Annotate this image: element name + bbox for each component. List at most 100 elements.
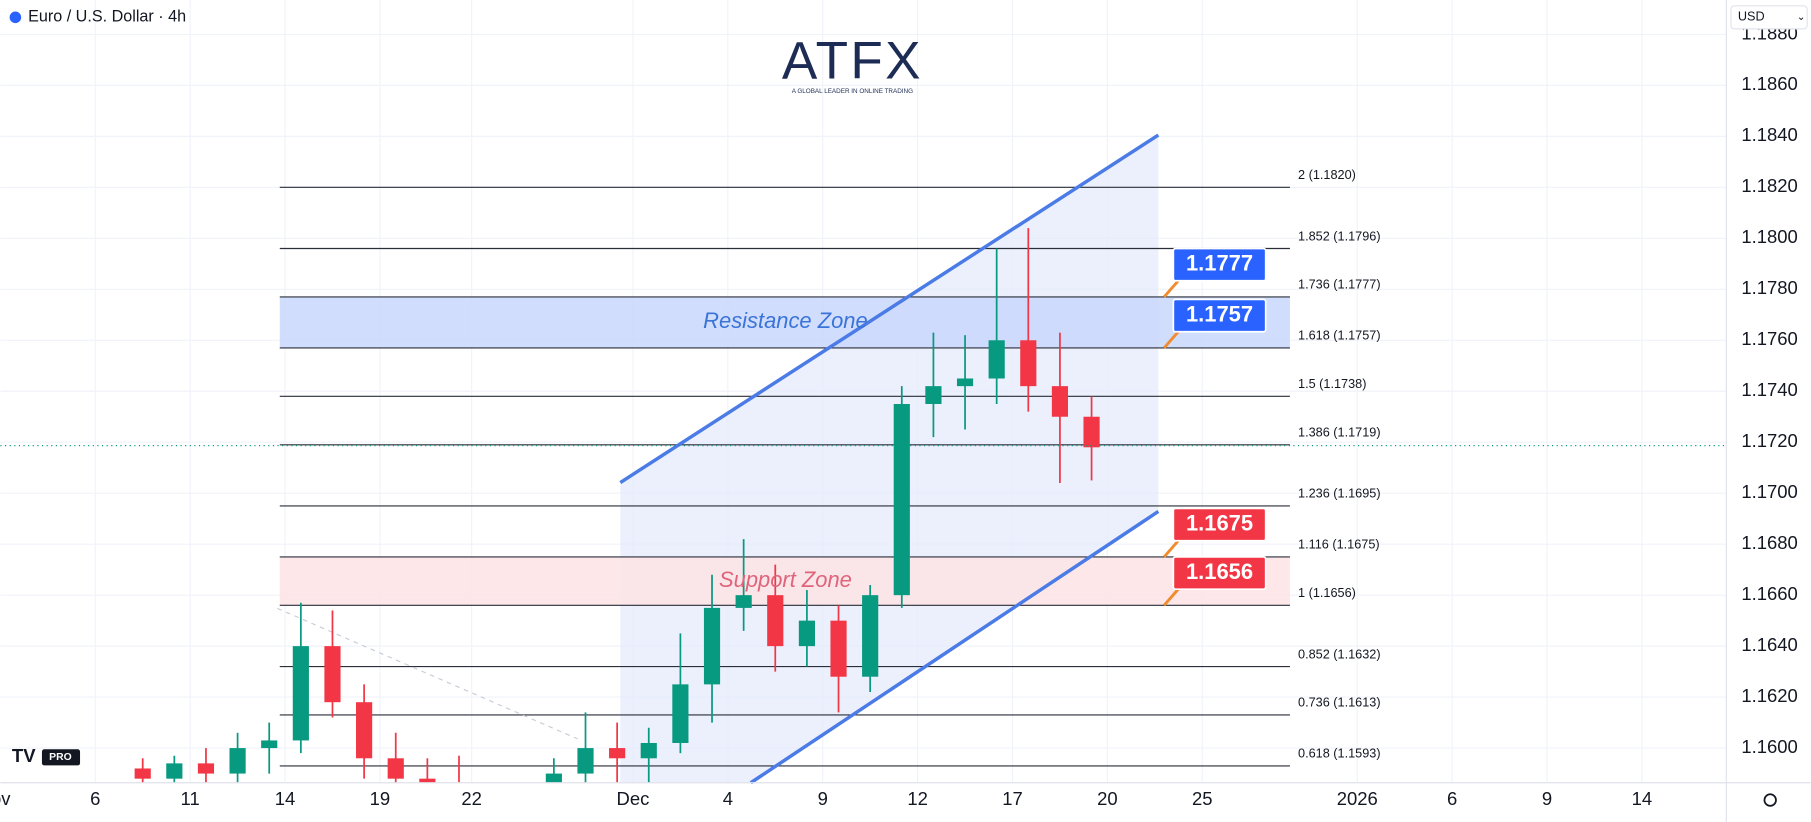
logo: ATFX xyxy=(782,32,923,91)
x-tick-label: 4 xyxy=(723,788,733,809)
candle-body xyxy=(419,778,436,783)
fib-label: 1.116 (1.1675) xyxy=(1298,538,1380,552)
candle-body xyxy=(197,763,215,774)
candle-body xyxy=(862,595,879,677)
tv-logo: TV xyxy=(12,745,36,766)
y-tick-label: 1.1760 xyxy=(1741,328,1798,349)
candle-body xyxy=(925,386,942,404)
fib-label: 1.736 (1.1777) xyxy=(1298,278,1381,292)
candle-body xyxy=(545,773,562,783)
price-badge xyxy=(1172,247,1267,282)
pro-badge-bg xyxy=(41,749,81,766)
price-badge-label: 1.1777 xyxy=(1186,250,1253,275)
candle-body xyxy=(893,403,910,596)
price-badge xyxy=(1172,298,1267,333)
currency-select[interactable] xyxy=(1730,5,1808,30)
x-tick-label: 2026 xyxy=(1337,788,1378,809)
candle-body xyxy=(356,702,373,759)
candle-body xyxy=(387,758,404,779)
logo-tagline: A GLOBAL LEADER IN ONLINE TRADING xyxy=(792,88,913,95)
price-badge-label: 1.1757 xyxy=(1186,301,1253,326)
symbol-title: Euro / U.S. Dollar · 4h xyxy=(28,8,186,26)
x-tick-label: 6 xyxy=(90,788,100,809)
x-tick-label: 9 xyxy=(818,788,828,809)
candle-body xyxy=(577,748,594,774)
candle-body xyxy=(767,595,784,647)
zone-label: Resistance Zone xyxy=(703,308,868,333)
y-tick-label: 1.1780 xyxy=(1741,277,1798,298)
price-badge-label: 1.1656 xyxy=(1186,559,1253,584)
fib-label: 0.852 (1.1632) xyxy=(1298,647,1381,661)
candle-body xyxy=(514,812,530,822)
y-tick-label: 1.1820 xyxy=(1741,175,1798,196)
channel-upper xyxy=(619,133,1160,485)
x-tick-label: 11 xyxy=(181,788,200,809)
candle-body xyxy=(292,646,309,741)
x-tick-label: 14 xyxy=(275,788,296,809)
price-badge xyxy=(1172,555,1267,591)
candle-body xyxy=(703,607,721,685)
x-tick-label: Dec xyxy=(617,788,650,809)
fib-label: 2 (1.1820) xyxy=(1298,168,1356,182)
pro-badge: PRO xyxy=(49,752,71,763)
fib-label: 1.386 (1.1719) xyxy=(1298,426,1381,440)
fib-label: 1.5 (1.1738) xyxy=(1298,377,1366,391)
zone xyxy=(279,296,1290,348)
candle-body xyxy=(798,620,815,647)
y-tick-label: 1.1660 xyxy=(1741,583,1798,604)
fib-label: 0.618 (1.1593) xyxy=(1298,747,1381,761)
zone xyxy=(279,556,1290,606)
symbol-icon xyxy=(9,11,22,24)
zone-label: Support Zone xyxy=(719,567,852,592)
candle-body xyxy=(1051,386,1069,417)
y-tick-label: 1.1700 xyxy=(1741,481,1798,502)
channel-lower xyxy=(749,509,1160,785)
y-tick-label: 1.1720 xyxy=(1741,430,1798,451)
dropdown-arrow: ⌄ xyxy=(1797,12,1806,23)
trend-line xyxy=(277,607,578,740)
candle-body xyxy=(988,340,1005,379)
price-badge-label: 1.1675 xyxy=(1186,510,1253,535)
x-tick-label: 20 xyxy=(1097,788,1118,809)
y-tick-label: 1.1740 xyxy=(1741,379,1798,400)
candle-body xyxy=(483,804,499,822)
fib-label: 1.236 (1.1695) xyxy=(1298,487,1381,501)
y-tick-label: 1.1600 xyxy=(1741,736,1798,757)
candle-body xyxy=(830,620,847,677)
candle-body xyxy=(134,768,151,779)
candle-body xyxy=(956,378,974,387)
x-tick-label: 17 xyxy=(1002,788,1023,809)
candle-body xyxy=(166,763,183,779)
y-tick-label: 1.1640 xyxy=(1741,634,1798,655)
price-badge xyxy=(1172,507,1267,542)
currency[interactable]: USD xyxy=(1738,10,1765,24)
candle-body xyxy=(261,740,278,749)
candle-body xyxy=(1083,416,1100,448)
x-tick-label: 14 xyxy=(1632,788,1653,809)
fib-label: 1 (1.1656) xyxy=(1298,586,1356,600)
candle-body xyxy=(609,748,626,759)
x-tick-label: 25 xyxy=(1192,788,1213,809)
fib-label: 0.736 (1.1613) xyxy=(1298,696,1381,710)
candle-body xyxy=(672,684,689,743)
fib-label: 1.618 (1.1757) xyxy=(1298,329,1381,343)
y-tick-label: 1.1680 xyxy=(1741,532,1798,553)
y-tick-label: 1.1840 xyxy=(1741,124,1798,145)
candle-body xyxy=(324,646,341,703)
x-tick-label: 6 xyxy=(1447,788,1457,809)
candle-body xyxy=(640,742,657,759)
x-tick-label: 12 xyxy=(907,788,928,809)
y-tick-label: 1.1800 xyxy=(1741,226,1798,247)
x-tick-label: 9 xyxy=(1542,788,1552,809)
y-tick-label: 1.1620 xyxy=(1741,685,1798,706)
y-tick-label: 1.1860 xyxy=(1741,73,1798,94)
candle-body xyxy=(1020,340,1037,387)
fib-label: 1.852 (1.1796) xyxy=(1298,229,1381,243)
settings-icon[interactable] xyxy=(1763,793,1777,807)
candle-body xyxy=(735,595,752,608)
x-tick-label: 22 xyxy=(461,788,482,809)
x-tick-label: 19 xyxy=(370,788,391,809)
channel-fill xyxy=(620,135,1159,783)
